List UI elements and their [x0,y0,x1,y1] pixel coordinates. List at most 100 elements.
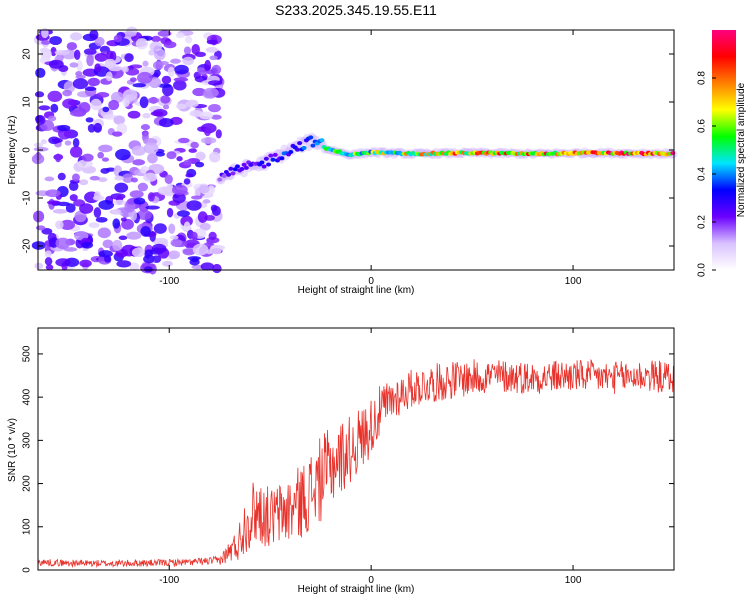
noise-blob [176,210,190,217]
noise-blob [78,179,89,186]
noise-blob [207,185,215,195]
noise-blob [97,177,108,183]
track-cell [670,151,676,156]
noise-blob [85,117,94,123]
noise-blob [59,219,75,230]
noise-blob [113,34,123,43]
noise-blob [153,223,167,234]
y-tick-label: 200 [22,475,33,492]
noise-blob [197,69,208,76]
snr-x-label: Height of straight line (km) [298,584,415,595]
noise-blob [160,95,171,104]
noise-blob [81,153,94,162]
noise-blob [51,138,63,143]
noise-blob [97,151,104,159]
track-cell [259,160,265,165]
noise-blob [44,250,52,258]
noise-blob [136,209,152,221]
noise-blob [182,248,196,256]
noise-blob [212,263,222,274]
noise-blob [131,247,145,258]
noise-blob [209,55,218,61]
colorbar-tick-label: 0.8 [697,71,708,85]
spectrogram-signal-track [215,132,678,185]
track-halo [239,169,248,178]
noise-blob [209,244,222,255]
noise-blob [113,115,125,125]
noise-blob [200,262,215,271]
noise-blob [35,67,46,78]
noise-blob [45,189,61,198]
spectrogram-x-ticks: -100 0 100 [159,30,582,287]
noise-blob [72,173,80,182]
noise-blob [112,218,121,229]
noise-blob [74,49,81,60]
noise-blob [210,204,218,212]
noise-blob [170,58,181,64]
noise-blob [57,172,66,181]
noise-blob [173,80,187,91]
noise-blob [190,195,203,200]
snr-y-ticks: 0 100 200 300 400 500 [22,345,674,573]
noise-blob [34,262,44,269]
noise-blob [89,175,100,181]
noise-blob [172,192,186,204]
noise-blob [151,35,161,43]
noise-blob [163,41,177,49]
noise-blob [55,153,62,163]
noise-blob [210,114,222,120]
noise-blob [72,78,89,90]
noise-blob [157,30,172,37]
noise-blob [129,190,144,199]
noise-blob [206,69,216,75]
noise-blob [149,41,163,52]
y-tick-label: 300 [22,432,33,449]
noise-blob [184,36,193,44]
y-tick-label: 0 [22,567,33,573]
track-cell [217,177,223,182]
noise-blob [88,222,100,229]
track-cell [243,165,249,170]
track-cell [228,166,234,171]
noise-blob [68,181,79,192]
noise-blob [100,168,110,174]
noise-blob [41,27,49,39]
noise-blob [178,137,190,144]
noise-blob [104,255,112,263]
y-tick-label: 20 [22,48,33,60]
noise-blob [206,39,218,45]
noise-blob [116,260,132,268]
noise-blob [135,38,149,50]
noise-blob [121,66,129,73]
noise-blob [139,96,149,109]
y-tick-label: 500 [22,345,33,362]
noise-blob [152,60,164,70]
noise-blob [79,203,94,214]
track-cell [294,147,300,152]
noise-blob [116,123,128,135]
noise-blob [39,47,49,53]
noise-blob [76,60,83,72]
noise-blob [84,86,97,91]
noise-blob [87,123,96,133]
spectrogram-y-label: Frequency (Hz) [7,116,18,185]
noise-blob [114,175,124,181]
noise-blob [167,66,175,77]
noise-blob [55,220,64,230]
noise-blob [183,221,191,232]
noise-blob [142,112,151,119]
noise-blob [72,137,80,148]
x-tick-label: -100 [159,575,179,586]
noise-blob [41,227,53,235]
noise-blob [105,71,113,82]
noise-blob [118,235,128,241]
noise-blob [137,182,149,192]
noise-blob [144,266,153,273]
noise-blob [140,226,151,237]
track-cell [279,156,285,161]
noise-blob [126,231,142,240]
noise-blob [194,161,205,168]
noise-blob [131,145,146,156]
noise-blob [166,151,177,160]
noise-blob [38,105,51,111]
